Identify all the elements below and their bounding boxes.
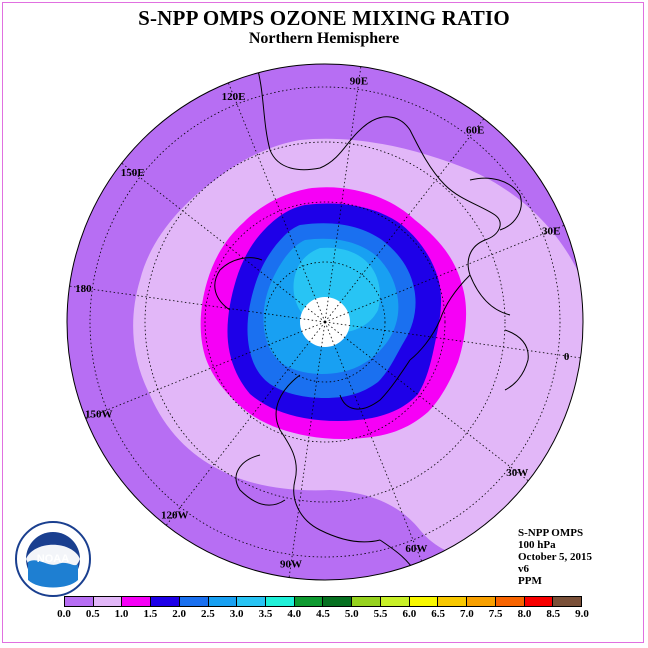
info-pressure: 100 hPa <box>518 539 556 551</box>
longitude-labels: 90E 60E 30E 0 30W 60W 90W 120W 150W 180 150E 120E <box>75 75 570 570</box>
coastlines <box>214 64 529 580</box>
longitude-label: 90W <box>280 559 302 571</box>
latitude-circle <box>89 86 561 558</box>
longitude-label: 60W <box>405 543 427 555</box>
svg-text:NOAA: NOAA <box>37 553 69 565</box>
meridian-line <box>227 82 326 323</box>
longitude-label: 0 <box>564 351 570 363</box>
meridian-line <box>288 321 326 578</box>
colorbar-segment <box>266 597 295 606</box>
page-subtitle: Northern Hemisphere <box>248 30 400 47</box>
colorbar-segment <box>179 597 209 606</box>
colorbar-segment <box>237 597 267 606</box>
colorbar-segment <box>93 597 123 606</box>
colorbar-segment <box>122 597 152 606</box>
colorbar-segment <box>65 597 94 606</box>
longitude-label: 30W <box>506 467 528 479</box>
meridian-line <box>324 224 565 323</box>
meridian-line <box>121 162 326 323</box>
latitude-circle <box>264 261 386 383</box>
colorbar-segment <box>438 597 468 606</box>
info-date: October 5, 2015 <box>518 551 593 563</box>
colorbar-tick-label: 8.0 <box>517 608 532 620</box>
colorbar-segment <box>294 597 324 606</box>
colorbar-tick-label: 7.5 <box>488 608 503 620</box>
info-satellite: S-NPP OMPS <box>518 527 584 539</box>
info-version: v6 <box>518 563 529 575</box>
colorbar-tick-label: 1.5 <box>143 608 158 620</box>
colorbar-segment <box>409 597 439 606</box>
longitude-label: 150E <box>121 167 145 179</box>
longitude-label: 180 <box>75 283 92 295</box>
colorbar-tick-label: 5.5 <box>373 608 388 620</box>
longitude-label: 120E <box>222 91 246 103</box>
colorbar <box>64 596 582 607</box>
colorbar-segment <box>524 597 554 606</box>
colorbar-segment <box>495 597 525 606</box>
colorbar-tick-label: 0.0 <box>57 608 71 620</box>
longitude-label: 60E <box>466 125 484 137</box>
colorbar-tick-label: 0.5 <box>85 608 100 620</box>
colorbar-segment <box>380 597 410 606</box>
colorbar-tick-label: 3.0 <box>229 608 244 620</box>
longitude-label: 120W <box>161 509 189 521</box>
colorbar-tick-label: 2.0 <box>172 608 186 620</box>
colorbar-segment <box>151 597 180 606</box>
meridian-line <box>324 321 529 482</box>
meridian-line <box>324 118 485 323</box>
colorbar-tick-label: 5.0 <box>344 608 359 620</box>
product-info: S-NPP OMPS 100 hPa October 5, 2015 v6 PP… <box>518 527 592 587</box>
colorbar-segment <box>323 597 353 606</box>
meridian-line <box>85 321 326 420</box>
colorbar-tick-label: 1.0 <box>114 608 129 620</box>
colorbar-tick-label: 4.5 <box>316 608 330 620</box>
colorbar-tick-label: 6.5 <box>431 608 445 620</box>
colorbar-tick-label: 2.5 <box>201 608 215 620</box>
noaa-logo: NOAA <box>14 520 92 598</box>
colorbar-segment <box>352 597 381 606</box>
map-border <box>66 63 584 581</box>
colorbar-tick-label: 9.0 <box>575 608 589 620</box>
colorbar-tick-label: 8.5 <box>546 608 561 620</box>
colorbar-tick-label: 3.5 <box>258 608 273 620</box>
graticule <box>69 66 581 578</box>
colorbar-segment <box>208 597 238 606</box>
meridian-line <box>69 285 326 323</box>
meridian-line <box>324 321 423 562</box>
latitude-circle <box>204 201 446 443</box>
meridian-line <box>324 321 581 359</box>
colorbar-tick-label: 4.0 <box>287 608 302 620</box>
colorbar-ticks: 0.0 0.5 1.0 1.5 2.0 2.5 3.0 3.5 4.0 4.5 5.0 5.5 6.0 6… <box>57 608 589 622</box>
longitude-label: 90E <box>350 75 368 87</box>
colorbar-tick-label: 7.0 <box>460 608 474 620</box>
latitude-circle <box>144 141 506 503</box>
longitude-label: 150W <box>85 408 113 420</box>
meridian-line <box>324 66 362 323</box>
meridian-line <box>165 321 326 526</box>
longitude-label: 30E <box>542 226 560 238</box>
colorbar-segment <box>467 597 496 606</box>
ozone-field <box>67 64 583 580</box>
colorbar-tick-label: 6.0 <box>402 608 417 620</box>
colorbar-segment <box>553 597 581 606</box>
page-title: S-NPP OMPS OZONE MIXING RATIO <box>138 6 510 30</box>
info-units: PPM <box>518 575 542 587</box>
